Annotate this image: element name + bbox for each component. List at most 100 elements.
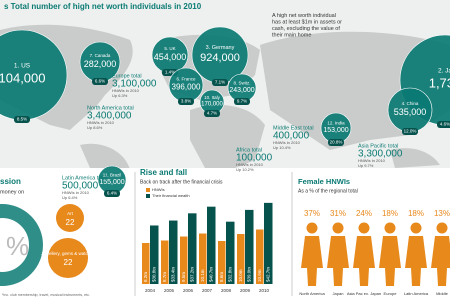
country-change: 6.6% (95, 79, 105, 84)
female-region: Japan (333, 291, 344, 296)
country-change: 6.4% (107, 191, 117, 196)
region-value: 3,100,000 (112, 79, 157, 90)
wealth-bar (207, 206, 216, 284)
region-note: HNWIs in 2010 (273, 140, 301, 145)
country-change: 9.7% (237, 99, 247, 104)
country-change: 3.8% (181, 99, 191, 104)
female-region: Asia Pac ex. Japan (347, 291, 381, 296)
wealth-bar (150, 225, 159, 284)
region-note: HNWIs in 2010 (236, 162, 264, 167)
wealth-label: $30.8tn (152, 266, 157, 282)
spending-title: ssion (0, 177, 21, 186)
hnwi-bar (199, 233, 207, 284)
country-value: 535,000 (394, 107, 427, 117)
africa (190, 105, 265, 168)
country-label: 8. Switz. (233, 80, 250, 85)
figure-body (379, 236, 401, 286)
wealth-label: $42.7tn (266, 266, 271, 282)
hnwi-bar (161, 240, 169, 284)
country-change: 20.8% (330, 140, 343, 145)
figure-head (410, 222, 422, 234)
legend-swatch (146, 194, 150, 198)
female-share: 18% (382, 209, 398, 218)
region-label: North America total (87, 105, 134, 111)
wealth-label: $32.8tn (228, 266, 233, 282)
definition-line: A high net worth individual (272, 13, 336, 19)
rise-subtitle: Back on track after the financial crisis (140, 179, 223, 185)
female-share: 31% (330, 209, 346, 218)
country-label: 11. Brazil (103, 172, 121, 177)
region-label: Asia Pacific total (358, 143, 398, 149)
country-label: 4. China (402, 101, 419, 106)
country-change: 4.6% (440, 122, 450, 127)
region-change: Up 10.4% (273, 145, 291, 150)
hnwi-label: 10.9m (257, 269, 262, 282)
donut (0, 204, 43, 286)
hnwi-bar (180, 236, 188, 284)
figure-head (384, 222, 396, 234)
legend-label: HNWIs (152, 187, 165, 192)
country-value: 924,000 (200, 52, 240, 64)
country-label: 1. US (14, 63, 31, 70)
country-change: 8.5% (17, 117, 27, 122)
australia (390, 148, 440, 168)
south-america (80, 143, 130, 170)
wealth-bar (226, 221, 235, 284)
donut-center: % (6, 231, 29, 261)
figure-head (306, 222, 318, 234)
country-value: 155,000 (99, 179, 124, 186)
region-change: Up 9.7% (358, 163, 374, 168)
region-label: Middle East total (273, 125, 314, 131)
female-share: 18% (408, 209, 424, 218)
region-note: HNWIs in 2010 (112, 88, 140, 93)
country-change: 1.4% (165, 70, 175, 75)
spending-bubble (56, 204, 84, 232)
figure-head (358, 222, 370, 234)
wealth-bar (245, 209, 254, 284)
country-value: 153,000 (323, 127, 348, 134)
wealth-label: $39.0tn (247, 266, 252, 282)
region-label: Africa total (236, 147, 262, 153)
region-value: 100,000 (236, 153, 273, 164)
change-pill (437, 121, 450, 128)
year-label: 2009 (240, 288, 251, 293)
figure-head (332, 222, 344, 234)
country-change: 7.1% (215, 80, 225, 85)
figure-body (431, 236, 450, 286)
region-value: 400,000 (273, 131, 310, 142)
country-value: 396,000 (172, 83, 201, 92)
wealth-label: $40.7tn (209, 266, 214, 282)
title: s Total number of high net worth individ… (4, 2, 202, 11)
region-value: 500,000 (62, 181, 99, 192)
female-region: North America (299, 291, 325, 296)
hnwi-label: 10.1m (200, 269, 205, 282)
country-value: 282,000 (84, 59, 117, 69)
country-change: 4.7% (207, 111, 217, 116)
hnwi-label: 9.5m (181, 272, 186, 282)
country-value: 170,000 (201, 101, 223, 107)
region-value: 3,300,000 (358, 149, 403, 160)
female-region: Middle (436, 291, 449, 296)
wealth-label: $37.2tn (190, 266, 195, 282)
female-share: 37% (304, 209, 320, 218)
hnwi-label: 8.6m (219, 272, 224, 282)
definition-line: cash, excluding the value of (272, 26, 340, 32)
country-label: 10. Italy (204, 95, 221, 100)
year-label: 2007 (202, 288, 213, 293)
region-change: Up 8.6% (87, 125, 103, 130)
female-region: Latin America (404, 291, 429, 296)
figure-body (353, 236, 375, 286)
region-change: Up 6.4% (62, 195, 78, 200)
female-region: Europe (384, 291, 398, 296)
country-value: 1,739 (429, 75, 450, 90)
year-label: 2008 (221, 288, 232, 293)
region-note: HNWIs in 2010 (87, 120, 115, 125)
year-label: 2006 (183, 288, 194, 293)
country-label: 5. UK (164, 46, 175, 51)
hnwi-label: 10.0m (238, 269, 243, 282)
region-note: HNWIs in 2010 (62, 190, 90, 195)
year-label: 2004 (145, 288, 156, 293)
female-title: Female HNWIs (298, 177, 350, 186)
spending-item-label: Art (67, 211, 74, 216)
